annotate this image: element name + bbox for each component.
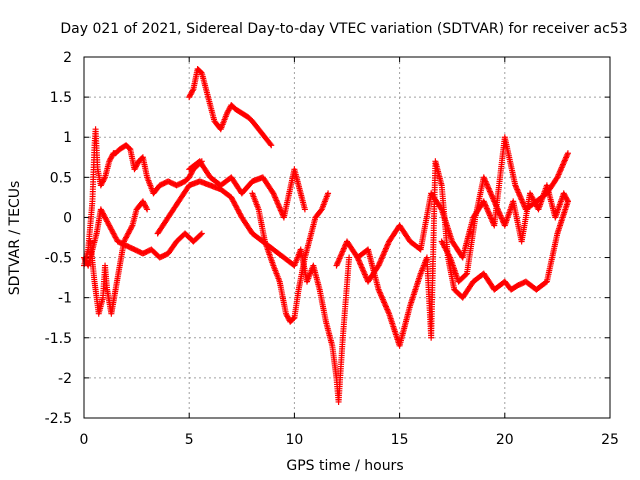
data-point xyxy=(128,223,135,230)
data-point xyxy=(143,205,150,212)
series-track-3 xyxy=(87,198,151,317)
axis-ticks xyxy=(83,56,611,419)
data-point xyxy=(267,141,274,148)
series-track-6 xyxy=(249,190,332,325)
data-point xyxy=(325,190,332,197)
y-tick-label: 0.5 xyxy=(50,170,72,186)
x-tick-label: 0 xyxy=(80,432,89,448)
y-tick-label: -1 xyxy=(58,291,72,307)
series-track-8 xyxy=(333,158,571,349)
data-point xyxy=(144,206,151,213)
x-axis-label: GPS time / hours xyxy=(286,458,403,474)
data-point xyxy=(268,142,275,149)
x-tick-label: 10 xyxy=(285,432,303,448)
data-point xyxy=(301,206,308,213)
data-point xyxy=(564,150,571,157)
x-tick-label: 25 xyxy=(601,432,619,448)
data-point xyxy=(101,175,108,182)
data-points xyxy=(81,66,571,405)
data-point xyxy=(462,271,469,278)
y-tick-label: -2.5 xyxy=(45,411,72,427)
data-point xyxy=(126,145,133,152)
y-tick-label: 1.5 xyxy=(50,90,72,106)
data-point xyxy=(189,87,196,94)
x-tick-labels: 0 5 10 15 20 25 xyxy=(80,432,619,448)
plot-frame xyxy=(83,56,611,419)
data-point xyxy=(290,315,297,322)
data-point xyxy=(198,230,205,237)
y-tick-label: -2 xyxy=(58,371,72,387)
x-tick-label: 15 xyxy=(391,432,409,448)
data-point xyxy=(564,197,571,204)
series-track-5 xyxy=(154,178,353,405)
y-tick-label: -1.5 xyxy=(45,331,72,347)
series-track-10 xyxy=(438,174,571,285)
data-point xyxy=(346,254,353,261)
y-tick-label: 2 xyxy=(63,50,72,66)
chart-title: Day 021 of 2021, Sidereal Day-to-day VTE… xyxy=(60,21,627,37)
x-tick-label: 5 xyxy=(185,432,194,448)
y-tick-label: 0 xyxy=(63,210,72,226)
series-track-1 xyxy=(81,126,205,269)
y-tick-labels: 2 1.5 1 0.5 0 -0.5 -1 -1.5 -2 -2.5 xyxy=(45,50,72,427)
data-point xyxy=(437,205,444,212)
series-track-7 xyxy=(186,158,308,221)
series-track-2 xyxy=(81,206,205,269)
series-track-4 xyxy=(186,66,275,149)
data-point xyxy=(564,198,571,205)
x-tick-label: 20 xyxy=(496,432,514,448)
y-tick-label: -0.5 xyxy=(45,251,72,267)
y-axis-label: SDTVAR / TECUs xyxy=(7,181,23,296)
data-point xyxy=(197,231,204,238)
y-tick-label: 1 xyxy=(63,130,72,146)
grid-lines xyxy=(84,57,610,418)
